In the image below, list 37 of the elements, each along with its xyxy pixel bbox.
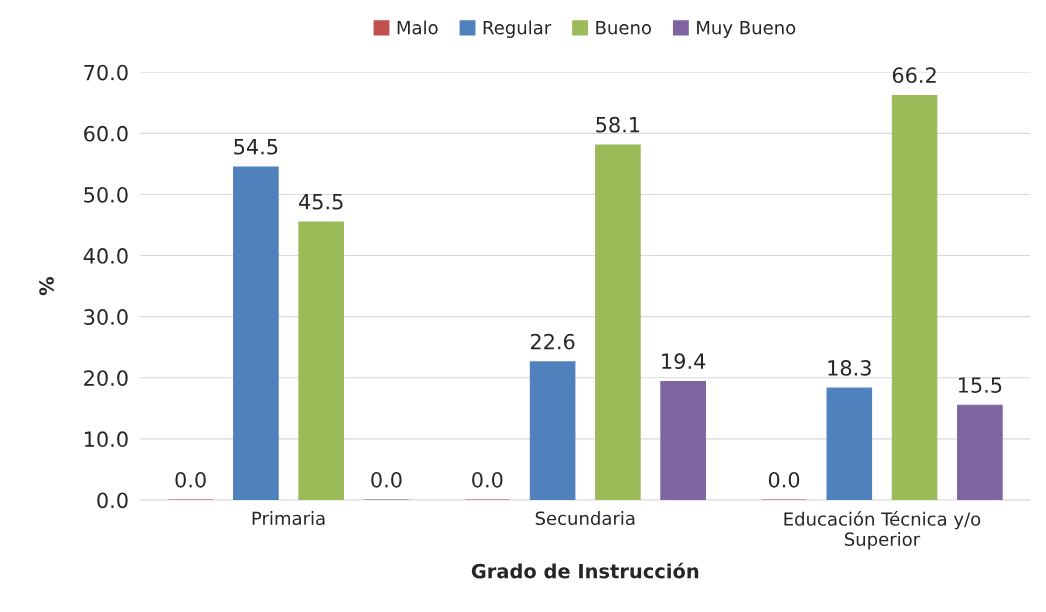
y-tick-label: 20.0 (84, 370, 128, 386)
data-label: 45.5 (298, 194, 343, 210)
y-tick-label: 40.0 (83, 248, 128, 264)
data-label: 0.0 (768, 471, 800, 488)
legend-label: Malo (397, 20, 438, 35)
data-label: 22.6 (530, 333, 575, 350)
x-tick-label: Educación Técnica y/o Superior (784, 511, 981, 550)
bar (660, 380, 706, 500)
y-tick-label: 30.0 (84, 309, 128, 325)
y-tick-label: 60.0 (84, 125, 128, 142)
data-label: 19.4 (662, 353, 706, 370)
data-label: 0.0 (472, 471, 503, 488)
y-tick-label: 70.0 (84, 64, 128, 81)
legend-label: Bueno (596, 20, 651, 35)
x-tick-label: Primaria (252, 511, 325, 526)
bar (826, 387, 873, 500)
y-tick-label: 10.0 (84, 431, 128, 448)
legend-label: Regular (483, 20, 552, 38)
bar (233, 166, 279, 500)
bar (298, 221, 344, 500)
data-label: 15.5 (958, 377, 1002, 393)
data-label: 54.5 (234, 139, 278, 155)
data-label: 0.0 (175, 471, 206, 488)
bar (595, 144, 641, 500)
y-tick-label: 50.0 (84, 186, 128, 203)
x-axis-title: Grado de Instrucción (471, 562, 699, 579)
data-label: 66.2 (892, 67, 936, 84)
legend-label: Muy Bueno (697, 20, 796, 38)
y-tick-label: 0.0 (97, 492, 128, 509)
data-label: 18.3 (828, 360, 871, 376)
bar (529, 361, 576, 500)
y-axis-title: % (39, 276, 54, 296)
x-tick-label: Secundaria (535, 511, 635, 526)
bar (891, 94, 938, 500)
data-label: 0.0 (371, 471, 402, 488)
bar (957, 404, 1003, 500)
data-label: 58.1 (596, 116, 640, 133)
